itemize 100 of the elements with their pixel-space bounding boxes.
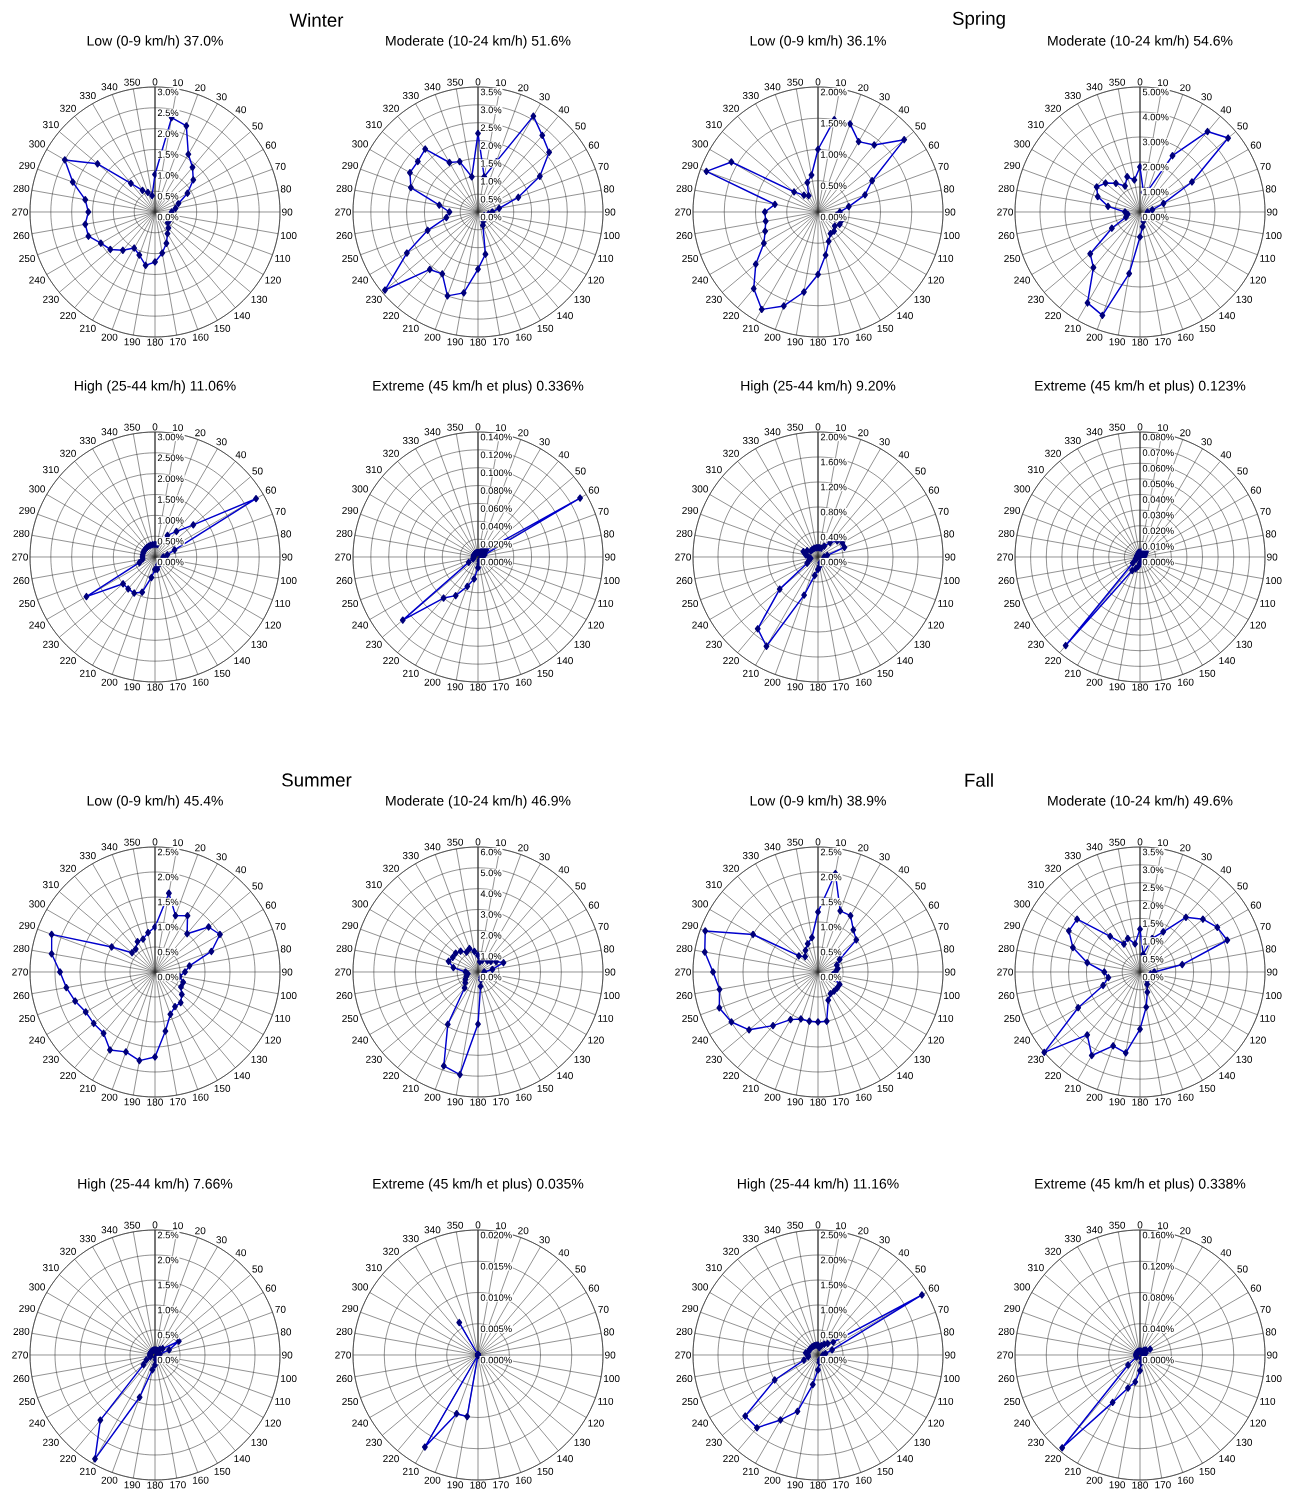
spoke-label: 310 [1027, 466, 1044, 474]
spoke-label: 280 [676, 944, 693, 952]
spoke-label: 230 [43, 1438, 59, 1446]
spoke-label: 310 [1027, 121, 1044, 129]
spoke-label: 130 [914, 295, 931, 303]
spoke-label: 150 [537, 1467, 554, 1475]
y-tick-label: 2.5% [157, 1231, 179, 1239]
spoke-label: 310 [705, 881, 722, 889]
spoke-label: 300 [352, 1283, 369, 1291]
spoke-label: 260 [676, 232, 693, 240]
spoke-label: 290 [19, 506, 36, 514]
spoke-label: 80 [943, 945, 955, 953]
spoke-label: 70 [938, 1305, 949, 1313]
spoke-label: 130 [1236, 1055, 1253, 1063]
spoke-label: 120 [265, 276, 281, 284]
y-tick-label: 0.010% [480, 1294, 512, 1301]
spoke-label: 110 [1260, 1397, 1276, 1405]
y-tick-label: 0.040% [1142, 496, 1174, 503]
spoke-label: 20 [518, 84, 529, 92]
spoke-label: 230 [706, 640, 722, 648]
spoke-label: 290 [1004, 161, 1021, 169]
spoke-label: 260 [676, 992, 693, 1000]
y-tick-label: 4.0% [480, 890, 502, 897]
y-tick-label: 3.5% [1142, 848, 1164, 856]
spoke-label: 300 [29, 140, 46, 148]
spoke-label: 230 [43, 1055, 59, 1063]
spoke-label: 220 [60, 1455, 76, 1463]
spoke-label: 90 [945, 1351, 956, 1359]
spoke-label: 60 [1250, 141, 1262, 149]
spoke-label: 320 [723, 1247, 739, 1255]
spoke-label: 50 [1237, 882, 1248, 890]
spoke-label: 310 [705, 466, 722, 474]
chart-title: Extreme (45 km/h et plus) 0.035% [373, 1178, 584, 1192]
spoke-label: 90 [282, 968, 293, 976]
spoke-label: 180 [470, 1481, 486, 1489]
y-tick-label: 1.0% [158, 923, 179, 931]
spoke-label: 200 [1086, 1093, 1103, 1101]
chart-title: Moderate (10-24 km/h) 51.6% [386, 35, 571, 49]
y-tick-label: 3.5% [480, 88, 502, 96]
spoke-label: 230 [366, 1055, 382, 1063]
spoke-label: 220 [1045, 1072, 1061, 1080]
spoke-label: 170 [833, 1481, 849, 1489]
spoke-label: 330 [402, 1235, 419, 1243]
spoke-label: 30 [539, 93, 550, 101]
y-tick-label: 2.00% [820, 1256, 847, 1264]
y-tick-label: 0.80% [820, 508, 847, 516]
y-tick-label: 3.0% [480, 106, 502, 114]
spoke-label: 250 [682, 1015, 699, 1023]
spoke-label: 320 [383, 864, 399, 872]
spoke-label: 210 [79, 1084, 96, 1092]
spoke-label: 210 [79, 669, 96, 677]
spoke-label: 90 [1267, 1351, 1278, 1359]
spoke-label: 170 [833, 338, 849, 346]
spoke-label: 140 [557, 1455, 573, 1463]
spoke-label: 220 [723, 1072, 739, 1080]
spoke-label: 220 [383, 1072, 399, 1080]
spoke-label: 60 [588, 141, 600, 149]
spoke-label: 70 [275, 922, 286, 930]
y-tick-label: 3.00% [1142, 138, 1169, 146]
spoke-label: 150 [537, 1084, 554, 1092]
spoke-label: 100 [281, 232, 297, 240]
spoke-label: 100 [944, 232, 960, 240]
spoke-label: 80 [1265, 185, 1277, 193]
spoke-label: 320 [1045, 104, 1061, 112]
spoke-label: 160 [1177, 1476, 1194, 1484]
spoke-label: 350 [1109, 78, 1126, 86]
y-tick-label: 2.0% [157, 1256, 179, 1264]
spoke-label: 120 [588, 1419, 604, 1427]
spoke-label: 40 [898, 106, 910, 114]
y-tick-label: 1.50% [821, 1281, 847, 1289]
spoke-label: 60 [928, 141, 940, 149]
y-tick-label: 3.0% [157, 88, 179, 96]
spoke-label: 330 [402, 852, 419, 860]
spoke-label: 30 [1201, 438, 1212, 446]
y-tick-label: 2.0% [157, 130, 179, 137]
spoke-label: 320 [723, 449, 739, 457]
spoke-label: 160 [1177, 678, 1194, 686]
spoke-label: 110 [938, 1014, 954, 1022]
spoke-label: 70 [598, 162, 609, 170]
spoke-label: 140 [1219, 1072, 1235, 1080]
spoke-label: 140 [234, 1072, 250, 1080]
spoke-label: 110 [1260, 599, 1276, 607]
y-tick-label: 2.0% [480, 142, 502, 149]
spoke-label: 70 [938, 507, 949, 515]
spoke-label: 150 [214, 669, 231, 677]
spoke-label: 10 [172, 79, 183, 87]
y-tick-label: 0.015% [480, 1262, 512, 1270]
y-tick-label: 1.0% [821, 923, 842, 931]
spoke-label: 250 [342, 254, 359, 263]
spoke-label: 300 [1014, 1283, 1031, 1291]
spoke-label: 230 [706, 1438, 722, 1446]
chart-title: High (25-44 km/h) 9.20% [741, 380, 896, 394]
spoke-label: 190 [1109, 1481, 1126, 1489]
spoke-label: 330 [79, 852, 96, 860]
spoke-label: 170 [1155, 1481, 1171, 1489]
spoke-label: 340 [1086, 83, 1103, 91]
spoke-label: 30 [216, 853, 227, 861]
spoke-label: 210 [79, 1467, 96, 1475]
spoke-label: 150 [537, 669, 554, 677]
spoke-label: 80 [943, 1328, 955, 1336]
